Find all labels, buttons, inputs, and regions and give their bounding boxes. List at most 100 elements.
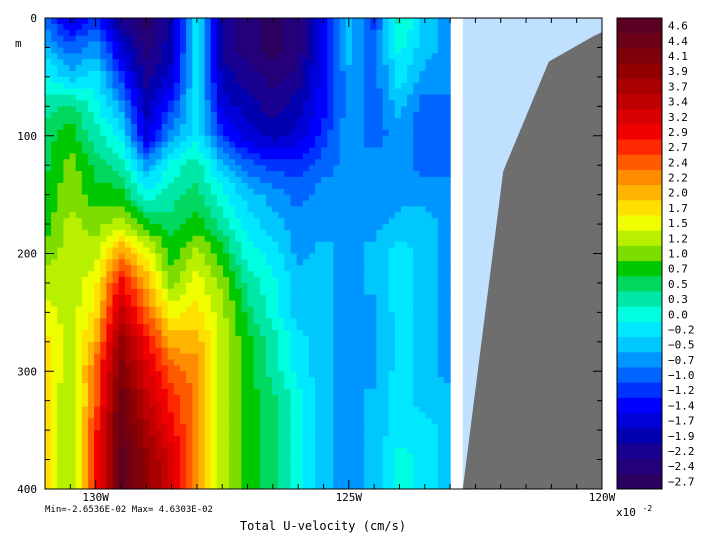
field-cell xyxy=(443,424,451,431)
field-cell xyxy=(118,153,126,160)
field-cell xyxy=(45,35,52,43)
field-cell xyxy=(407,412,414,419)
field-cell xyxy=(333,194,341,202)
field-cell xyxy=(394,447,402,455)
field-cell xyxy=(419,318,427,325)
field-cell xyxy=(388,241,396,249)
field-cell xyxy=(63,394,71,402)
field-cell xyxy=(431,182,439,190)
field-cell xyxy=(247,341,255,349)
field-cell xyxy=(198,53,206,60)
field-cell xyxy=(425,453,433,461)
field-cell xyxy=(155,18,163,25)
field-cell xyxy=(351,206,359,213)
field-cell xyxy=(259,424,267,431)
field-cell xyxy=(327,377,335,384)
field-cell xyxy=(112,288,120,296)
field-cell xyxy=(358,41,365,49)
field-cell xyxy=(87,247,95,255)
field-cell xyxy=(149,447,157,455)
field-cell xyxy=(272,330,279,337)
field-cell xyxy=(235,182,243,190)
field-cell xyxy=(57,436,65,443)
field-cell xyxy=(364,18,371,25)
field-cell xyxy=(431,147,439,155)
field-cell xyxy=(302,194,310,202)
field-cell xyxy=(321,23,328,31)
field-cell xyxy=(106,41,114,49)
field-cell xyxy=(57,459,65,467)
field-cell xyxy=(137,165,144,172)
field-cell xyxy=(229,282,236,290)
field-cell xyxy=(407,318,414,325)
field-cell xyxy=(376,53,384,60)
field-cell xyxy=(100,147,107,155)
field-cell xyxy=(351,241,359,249)
field-cell xyxy=(155,406,163,414)
field-cell xyxy=(425,324,433,331)
field-cell xyxy=(437,436,445,443)
field-cell xyxy=(210,424,218,431)
field-cell xyxy=(51,282,58,290)
field-cell xyxy=(137,371,144,378)
field-cell xyxy=(364,418,371,425)
field-cell xyxy=(100,212,107,219)
field-cell xyxy=(241,88,249,96)
field-cell xyxy=(130,123,138,131)
field-cell xyxy=(308,377,316,384)
field-cell xyxy=(253,23,261,31)
field-cell xyxy=(143,241,150,249)
field-cell xyxy=(345,129,353,137)
field-cell xyxy=(315,47,322,54)
field-cell xyxy=(351,394,359,402)
field-cell xyxy=(339,118,347,125)
field-cell xyxy=(167,112,175,119)
field-cell xyxy=(370,53,378,60)
field-cell xyxy=(124,418,132,425)
field-cell xyxy=(161,23,169,31)
field-cell xyxy=(45,135,52,143)
field-cell xyxy=(247,377,255,384)
field-cell xyxy=(118,377,126,384)
field-cell xyxy=(155,288,163,296)
field-cell xyxy=(137,65,144,72)
field-cell xyxy=(437,53,445,60)
field-cell xyxy=(167,35,175,43)
field-cell xyxy=(388,312,396,319)
field-cell xyxy=(87,218,95,225)
field-cell xyxy=(394,324,402,331)
field-cell xyxy=(315,447,322,455)
field-cell xyxy=(272,388,279,396)
field-cell xyxy=(124,312,132,319)
field-cell xyxy=(198,271,206,278)
field-cell xyxy=(284,194,292,202)
field-cell xyxy=(180,135,187,143)
field-cell xyxy=(155,82,163,90)
field-cell xyxy=(339,335,347,343)
field-cell xyxy=(51,400,58,408)
field-cell xyxy=(149,59,157,66)
field-cell xyxy=(51,23,58,31)
field-cell xyxy=(259,377,267,384)
field-cell xyxy=(106,453,114,461)
field-cell xyxy=(315,59,322,66)
field-cell xyxy=(327,241,335,249)
field-cell xyxy=(278,430,285,437)
field-cell xyxy=(290,88,298,96)
field-cell xyxy=(370,341,378,349)
field-cell xyxy=(382,141,390,149)
field-cell xyxy=(143,400,150,408)
field-cell xyxy=(400,182,408,190)
field-cell xyxy=(302,277,310,284)
field-cell xyxy=(137,112,144,119)
field-cell xyxy=(222,129,230,137)
field-cell xyxy=(272,418,279,425)
field-cell xyxy=(161,459,169,467)
field-cell xyxy=(94,212,101,219)
field-cell xyxy=(94,300,101,308)
field-cell xyxy=(388,418,396,425)
field-cell xyxy=(339,453,347,461)
field-cell xyxy=(419,383,427,390)
field-cell xyxy=(388,430,396,437)
field-cell xyxy=(106,383,114,390)
